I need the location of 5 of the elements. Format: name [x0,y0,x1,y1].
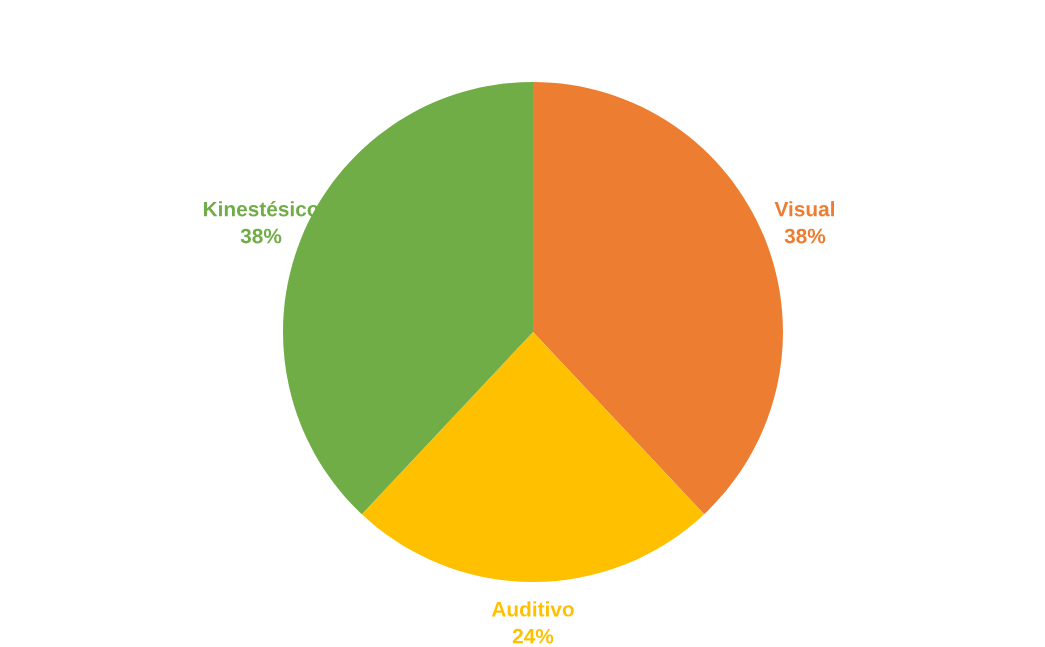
data-label: 38% [784,228,826,244]
slice-label: Auditivo [491,601,574,617]
data-label: 38% [240,228,282,244]
data-label: 24% [512,628,554,644]
slice-label: Visual [774,201,834,217]
